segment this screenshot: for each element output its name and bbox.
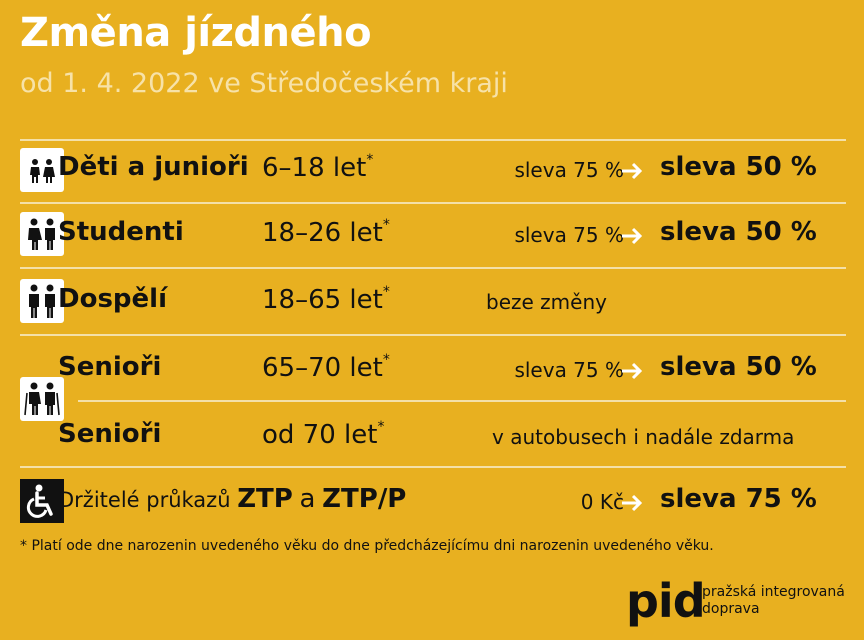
arrow-right-icon <box>622 494 643 512</box>
divider <box>20 466 846 468</box>
status-note: beze změny <box>486 290 607 314</box>
new-discount: sleva 50 % <box>660 352 817 382</box>
adults-icon <box>20 279 64 323</box>
age-range: 18–26 let* <box>262 217 390 248</box>
status-note: v autobusech i nadále zdarma <box>492 425 795 449</box>
page-title: Změna jízdného <box>20 10 372 56</box>
divider <box>20 334 846 336</box>
ztp-label: Držitelé průkazů ZTP a ZTP/P <box>58 484 407 514</box>
category-label: Senioři <box>58 419 162 449</box>
students-icon <box>20 212 64 256</box>
old-discount: sleva 75 % <box>514 358 624 382</box>
age-range: 6–18 let* <box>262 152 374 183</box>
old-discount: 0 Kč <box>580 490 624 514</box>
seniors-icon <box>20 377 64 421</box>
arrow-right-icon <box>622 227 643 245</box>
new-discount: sleva 75 % <box>660 484 817 514</box>
age-range: 18–65 let* <box>262 284 390 315</box>
category-label: Děti a junioři <box>58 152 249 182</box>
category-label: Studenti <box>58 217 184 247</box>
age-range: od 70 let* <box>262 419 385 450</box>
children-icon <box>20 148 64 192</box>
divider <box>20 267 846 269</box>
divider <box>20 202 846 204</box>
new-discount: sleva 50 % <box>660 152 817 182</box>
old-discount: sleva 75 % <box>514 223 624 247</box>
category-label: Senioři <box>58 352 162 382</box>
logo-text: pražská integrovaná doprava <box>702 584 845 617</box>
old-discount: sleva 75 % <box>514 158 624 182</box>
new-discount: sleva 50 % <box>660 217 817 247</box>
arrow-right-icon <box>622 162 643 180</box>
pid-logo: pid <box>626 574 706 628</box>
wheelchair-icon <box>20 479 64 523</box>
divider <box>20 139 846 141</box>
divider <box>78 400 846 402</box>
category-label: Dospělí <box>58 284 167 314</box>
arrow-right-icon <box>622 362 643 380</box>
age-range: 65–70 let* <box>262 352 390 383</box>
page-subtitle: od 1. 4. 2022 ve Středočeském kraji <box>20 68 508 99</box>
footnote: * Platí ode dne narozenin uvedeného věku… <box>20 538 714 554</box>
